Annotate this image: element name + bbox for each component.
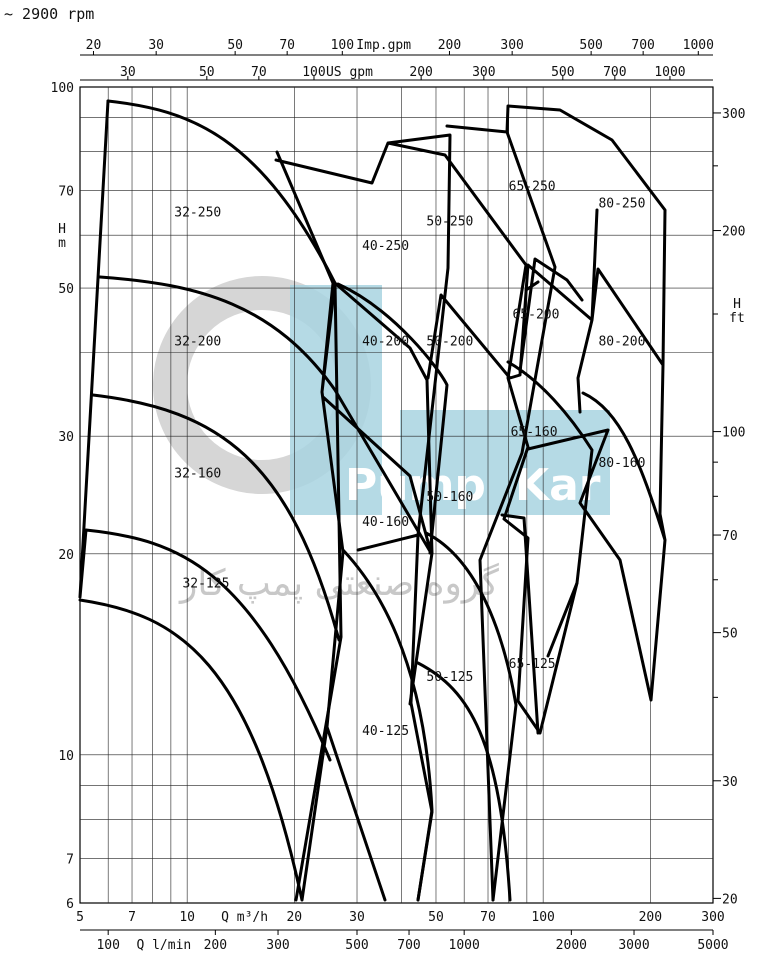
tick-label-ft: 70 — [722, 529, 738, 544]
tick-label-impgpm: 700 — [631, 38, 654, 53]
tick-label-q-m3h: 20 — [286, 910, 302, 925]
tick-label-usgpm: 300 — [472, 65, 495, 80]
tick-label-impgpm: 50 — [227, 38, 243, 53]
series-label-65-250: 65-250 — [509, 179, 556, 194]
tick-label-lmin: 1000 — [449, 938, 480, 953]
tick-label-hm: 10 — [58, 749, 74, 764]
tick-label-q-m3h: 300 — [701, 910, 724, 925]
grid-lines — [79, 86, 714, 904]
tick-label-q-m3h: 50 — [428, 910, 444, 925]
tick-label-usgpm: 500 — [551, 65, 574, 80]
series-label-40-160: 40-160 — [362, 515, 409, 530]
watermark-brand-pump: Pump — [345, 460, 486, 511]
series-label-32-200: 32-200 — [174, 335, 221, 350]
axis-label-ft: ft — [729, 311, 745, 326]
tick-label-usgpm: 100 — [302, 65, 325, 80]
curve-main-frame — [78, 99, 667, 902]
series-label-50-250: 50-250 — [426, 215, 473, 230]
axis-label-h-left: H — [58, 222, 66, 237]
tick-label-q-m3h: 5 — [76, 910, 84, 925]
tick-label-impgpm: 500 — [579, 38, 602, 53]
series-label-32-250: 32-250 — [174, 205, 221, 220]
tick-label-hm: 30 — [58, 430, 74, 445]
series-label-50-160: 50-160 — [426, 490, 473, 505]
tick-label-ft: 200 — [722, 225, 745, 240]
axis-label-q-m3h: Q m³/h — [221, 910, 268, 925]
series-label-32-160: 32-160 — [174, 467, 221, 482]
tick-label-usgpm: 30 — [120, 65, 136, 80]
tick-label-ft: 20 — [722, 892, 738, 907]
tick-label-ft: 300 — [722, 107, 745, 122]
curve-32-250-outline — [106, 99, 579, 902]
series-label-80-200: 80-200 — [598, 335, 645, 350]
performance-curves — [78, 99, 667, 902]
tick-label-usgpm: 700 — [603, 65, 626, 80]
tick-label-usgpm: 50 — [199, 65, 215, 80]
tick-label-hm: 6 — [66, 897, 74, 912]
series-label-80-250: 80-250 — [598, 197, 645, 212]
tick-label-ft: 100 — [722, 426, 745, 441]
tick-label-ft: 30 — [722, 775, 738, 790]
tick-label-lmin: 700 — [397, 938, 420, 953]
axis-label-m: m — [58, 236, 66, 251]
tick-label-hm: 100 — [51, 81, 74, 96]
tick-label-q-m3h: 30 — [349, 910, 365, 925]
axis-label-impgpm: Imp.gpm — [356, 38, 411, 53]
tick-label-impgpm: 30 — [148, 38, 164, 53]
tick-label-impgpm: 200 — [438, 38, 461, 53]
tick-label-usgpm: 200 — [409, 65, 432, 80]
tick-label-q-m3h: 7 — [128, 910, 136, 925]
series-label-65-200: 65-200 — [512, 308, 559, 323]
chart-title: ~ 2900 rpm — [4, 5, 94, 23]
tick-label-lmin: 300 — [266, 938, 289, 953]
tick-label-impgpm: 70 — [279, 38, 295, 53]
axis-label-usgpm: US gpm — [326, 65, 373, 80]
tick-label-impgpm: 100 — [331, 38, 354, 53]
tick-label-ft: 50 — [722, 627, 738, 642]
axis-label-h-right: H — [733, 297, 741, 312]
series-label-32-125: 32-125 — [182, 577, 229, 592]
series-labels: 32-250 40-250 50-250 65-250 80-250 32-200 40-2… — [174, 179, 645, 739]
series-label-50-200: 50-200 — [426, 335, 473, 350]
tick-label-impgpm: 20 — [86, 38, 102, 53]
plot-frame — [79, 86, 714, 904]
tick-label-lmin: 3000 — [618, 938, 649, 953]
tick-label-usgpm: 1000 — [654, 65, 685, 80]
series-label-40-125: 40-125 — [362, 724, 409, 739]
tick-label-lmin: 2000 — [556, 938, 587, 953]
series-label-40-200: 40-200 — [362, 335, 409, 350]
series-label-80-160: 80-160 — [598, 456, 645, 471]
series-label-65-160: 65-160 — [511, 425, 558, 440]
series-label-65-125: 65-125 — [509, 657, 556, 672]
axis-label-lmin: Q l/min — [136, 938, 191, 953]
tick-label-lmin: 5000 — [697, 938, 728, 953]
tick-label-lmin: 100 — [96, 938, 119, 953]
tick-label-hm: 50 — [58, 282, 74, 297]
tick-label-q-m3h: 100 — [531, 910, 554, 925]
tick-label-hm: 20 — [58, 548, 74, 563]
series-label-50-125: 50-125 — [426, 670, 473, 685]
tick-label-q-m3h: 10 — [179, 910, 195, 925]
tick-label-impgpm: 1000 — [683, 38, 714, 53]
tick-label-hm: 7 — [66, 852, 74, 867]
tick-label-lmin: 500 — [345, 938, 368, 953]
tick-label-q-m3h: 70 — [480, 910, 496, 925]
tick-label-q-m3h: 200 — [639, 910, 662, 925]
tick-label-hm: 70 — [58, 184, 74, 199]
tick-label-impgpm: 300 — [500, 38, 523, 53]
tick-label-lmin: 200 — [204, 938, 227, 953]
series-label-40-250: 40-250 — [362, 239, 409, 254]
tick-label-usgpm: 70 — [251, 65, 267, 80]
